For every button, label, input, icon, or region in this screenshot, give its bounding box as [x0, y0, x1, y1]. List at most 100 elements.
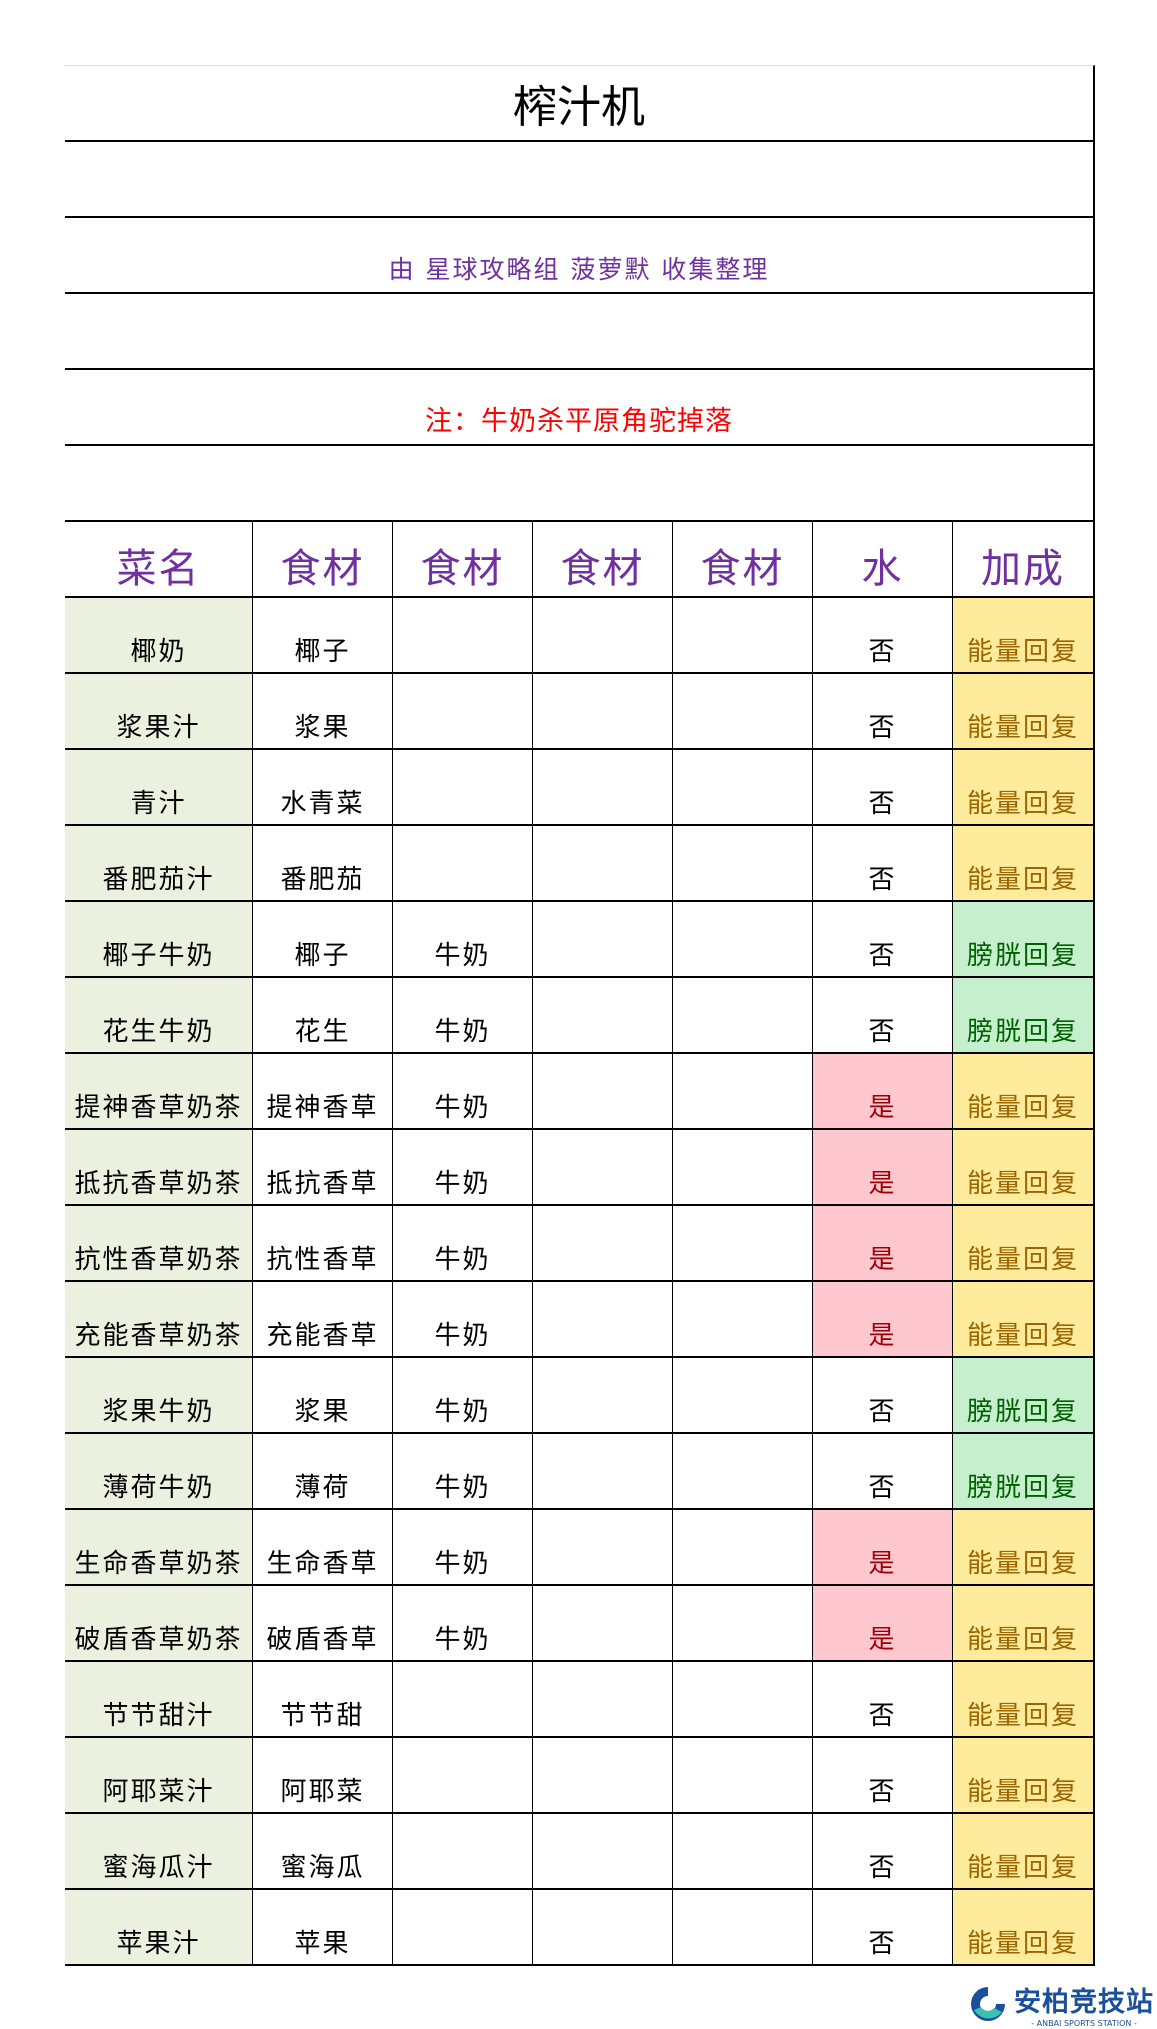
bonus-cell: 膀胱回复: [953, 1358, 1093, 1432]
bonus-cell: 能量回复: [953, 674, 1093, 748]
bonus-cell: 能量回复: [953, 750, 1093, 824]
water-cell: 是: [813, 1206, 953, 1280]
header-dish-name: 菜名: [65, 522, 253, 596]
ingredient-1-cell: 抵抗香草: [253, 1130, 393, 1204]
sheet-title: 榨汁机: [513, 82, 645, 133]
ingredient-4-cell: [673, 1510, 813, 1584]
ingredient-3-cell: [533, 1662, 673, 1736]
dish-name-cell: 椰奶: [65, 598, 253, 672]
dish-name-cell: 蜜海瓜汁: [65, 1814, 253, 1888]
bonus-cell: 能量回复: [953, 598, 1093, 672]
ingredient-3-cell: [533, 826, 673, 900]
header-row: 菜名 食材 食材 食材 食材 水 加成: [65, 522, 1093, 598]
table-row: 充能香草奶茶 充能香草 牛奶 是能量回复: [65, 1282, 1093, 1358]
water-cell: 否: [813, 1738, 953, 1812]
water-cell: 是: [813, 1510, 953, 1584]
table-row: 椰奶 椰子 否能量回复: [65, 598, 1093, 674]
table-row: 椰子牛奶 椰子 牛奶否膀胱回复: [65, 902, 1093, 978]
ingredient-2-cell: 牛奶: [393, 1358, 533, 1432]
ingredient-1-cell: 充能香草: [253, 1282, 393, 1356]
ingredient-1-cell: 破盾香草: [253, 1586, 393, 1660]
ingredient-2-cell: [393, 598, 533, 672]
table-body: 椰奶 椰子否能量回复 浆果汁 浆果否能量回复 青汁 水青菜否能量回复 番肥茄汁 番肥茄否能量回…: [65, 598, 1093, 1966]
water-cell: 是: [813, 1282, 953, 1356]
ingredient-2-cell: [393, 1738, 533, 1812]
watermark-subtitle: - ANBAI SPORTS STATION -: [1031, 2019, 1137, 2028]
ingredient-2-cell: [393, 1890, 533, 1964]
ingredient-4-cell: [673, 1358, 813, 1432]
dish-name-cell: 抵抗香草奶茶: [65, 1130, 253, 1204]
table-row: 薄荷牛奶 薄荷 牛奶否膀胱回复: [65, 1434, 1093, 1510]
dish-name-cell: 青汁: [65, 750, 253, 824]
ingredient-4-cell: [673, 674, 813, 748]
ingredient-4-cell: [673, 1130, 813, 1204]
blank-row: [65, 294, 1093, 370]
credit-text: 由 星球攻略组 菠萝默 收集整理: [388, 255, 770, 284]
ingredient-3-cell: [533, 1738, 673, 1812]
water-cell: 否: [813, 598, 953, 672]
bonus-cell: 能量回复: [953, 1510, 1093, 1584]
dish-name-cell: 椰子牛奶: [65, 902, 253, 976]
ingredient-1-cell: 花生: [253, 978, 393, 1052]
table-row: 浆果汁 浆果 否能量回复: [65, 674, 1093, 750]
dish-name-cell: 苹果汁: [65, 1890, 253, 1964]
ingredient-4-cell: [673, 1206, 813, 1280]
ingredient-1-cell: 浆果: [253, 674, 393, 748]
ingredient-1-cell: 提神香草: [253, 1054, 393, 1128]
ingredient-2-cell: 牛奶: [393, 978, 533, 1052]
ingredient-1-cell: 浆果: [253, 1358, 393, 1432]
ingredient-3-cell: [533, 1054, 673, 1128]
ingredient-2-cell: [393, 750, 533, 824]
water-cell: 否: [813, 902, 953, 976]
ingredient-4-cell: [673, 1814, 813, 1888]
water-cell: 否: [813, 674, 953, 748]
ingredient-2-cell: 牛奶: [393, 1206, 533, 1280]
table-row: 抵抗香草奶茶 抵抗香草 牛奶 是能量回复: [65, 1130, 1093, 1206]
dish-name-cell: 抗性香草奶茶: [65, 1206, 253, 1280]
note-row: 注：牛奶杀平原角驼掉落: [65, 370, 1093, 446]
blank-row: [65, 446, 1093, 522]
watermark-name: 安柏竞技站: [1014, 1987, 1154, 2018]
water-cell: 否: [813, 1358, 953, 1432]
ingredient-3-cell: [533, 1206, 673, 1280]
water-cell: 是: [813, 1586, 953, 1660]
ingredient-1-cell: 抗性香草: [253, 1206, 393, 1280]
water-cell: 否: [813, 978, 953, 1052]
water-cell: 否: [813, 1814, 953, 1888]
table-row: 蜜海瓜汁 蜜海瓜 否能量回复: [65, 1814, 1093, 1890]
ingredient-3-cell: [533, 978, 673, 1052]
title-row: 榨汁机: [65, 66, 1093, 142]
ingredient-2-cell: [393, 1662, 533, 1736]
watermark-logo: 安柏竞技站 - ANBAI SPORTS STATION -: [968, 1980, 1154, 2028]
ingredient-3-cell: [533, 1130, 673, 1204]
bonus-cell: 膀胱回复: [953, 1434, 1093, 1508]
ingredient-4-cell: [673, 1890, 813, 1964]
bonus-cell: 能量回复: [953, 1738, 1093, 1812]
bonus-cell: 能量回复: [953, 1890, 1093, 1964]
ingredient-1-cell: 生命香草: [253, 1510, 393, 1584]
water-cell: 否: [813, 1890, 953, 1964]
table-row: 苹果汁 苹果 否能量回复: [65, 1890, 1093, 1966]
ingredient-3-cell: [533, 1358, 673, 1432]
table-row: 抗性香草奶茶 抗性香草 牛奶 是能量回复: [65, 1206, 1093, 1282]
dish-name-cell: 节节甜汁: [65, 1662, 253, 1736]
water-cell: 是: [813, 1130, 953, 1204]
logo-swirl-icon: [971, 1987, 1005, 2021]
ingredient-2-cell: [393, 1814, 533, 1888]
bonus-cell: 能量回复: [953, 1054, 1093, 1128]
table-row: 阿耶菜汁 阿耶菜 否能量回复: [65, 1738, 1093, 1814]
bonus-cell: 能量回复: [953, 1130, 1093, 1204]
ingredient-1-cell: 薄荷: [253, 1434, 393, 1508]
ingredient-4-cell: [673, 902, 813, 976]
ingredient-1-cell: 阿耶菜: [253, 1738, 393, 1812]
ingredient-4-cell: [673, 1586, 813, 1660]
ingredient-4-cell: [673, 1662, 813, 1736]
ingredient-2-cell: 牛奶: [393, 1510, 533, 1584]
bonus-cell: 能量回复: [953, 1814, 1093, 1888]
ingredient-3-cell: [533, 750, 673, 824]
header-water: 水: [813, 522, 953, 596]
water-cell: 否: [813, 1434, 953, 1508]
ingredient-4-cell: [673, 826, 813, 900]
header-ingredient-2: 食材: [393, 522, 533, 596]
bonus-cell: 能量回复: [953, 1662, 1093, 1736]
